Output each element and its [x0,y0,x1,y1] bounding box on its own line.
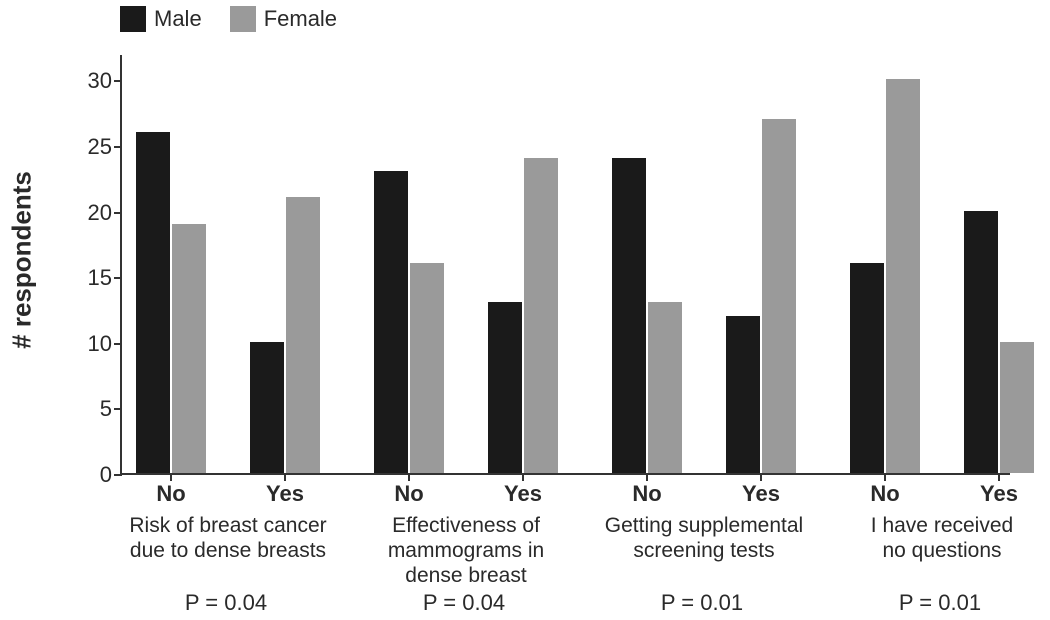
bar-male [726,316,760,474]
xtick-label: Yes [266,473,304,507]
bar-female [172,224,206,473]
bar-female [648,302,682,473]
respondents-chart: Male Female # respondents Risk of breast … [0,0,1050,620]
xtick-label: Yes [504,473,542,507]
bar-male [250,342,284,473]
ytick-label: 30 [88,68,122,94]
xtick-label: No [156,473,185,507]
bar-female [524,158,558,473]
legend-label: Male [154,6,202,32]
group: Getting supplementalscreening tests [598,55,810,473]
group: I have receivedno questions [836,55,1048,473]
ytick-label: 25 [88,134,122,160]
bar-male [964,211,998,474]
bar-female [1000,342,1034,473]
legend: Male Female [120,6,337,32]
ytick-label: 0 [100,462,122,488]
legend-item: Female [230,6,337,32]
bar-female [286,197,320,473]
y-axis-label: # respondents [7,171,38,349]
legend-item: Male [120,6,202,32]
p-value: P = 0.04 [423,590,505,616]
group: Effectiveness ofmammograms indense breas… [360,55,572,473]
ytick-label: 10 [88,331,122,357]
pvalue-row: P = 0.04 P = 0.04 P = 0.01 P = 0.01 [120,590,1010,618]
bar-groups: Risk of breast cancerdue to dense breast… [122,55,1010,473]
bar-male [136,132,170,473]
legend-label: Female [264,6,337,32]
bar-pair [374,55,444,473]
xtick-label: No [632,473,661,507]
xtick-label: Yes [742,473,780,507]
bar-pair [488,55,558,473]
ytick-label: 15 [88,265,122,291]
bar-pair [136,55,206,473]
ytick-label: 5 [100,396,122,422]
bar-male [488,302,522,473]
p-value: P = 0.04 [185,590,267,616]
bar-female [762,119,796,473]
bar-pair [850,55,920,473]
xtick-label: Yes [980,473,1018,507]
p-value: P = 0.01 [661,590,743,616]
bar-female [410,263,444,473]
bar-pair [250,55,320,473]
xtick-label: No [394,473,423,507]
xtick-label: No [870,473,899,507]
bar-male [850,263,884,473]
bar-female [886,79,920,473]
bar-male [612,158,646,473]
bar-male [374,171,408,473]
group: Risk of breast cancerdue to dense breast… [122,55,334,473]
legend-swatch [120,6,146,32]
bar-pair [726,55,796,473]
plot-area: Risk of breast cancerdue to dense breast… [120,55,1010,475]
bar-pair [964,55,1034,473]
p-value: P = 0.01 [899,590,981,616]
legend-swatch [230,6,256,32]
ytick-label: 20 [88,200,122,226]
bar-pair [612,55,682,473]
